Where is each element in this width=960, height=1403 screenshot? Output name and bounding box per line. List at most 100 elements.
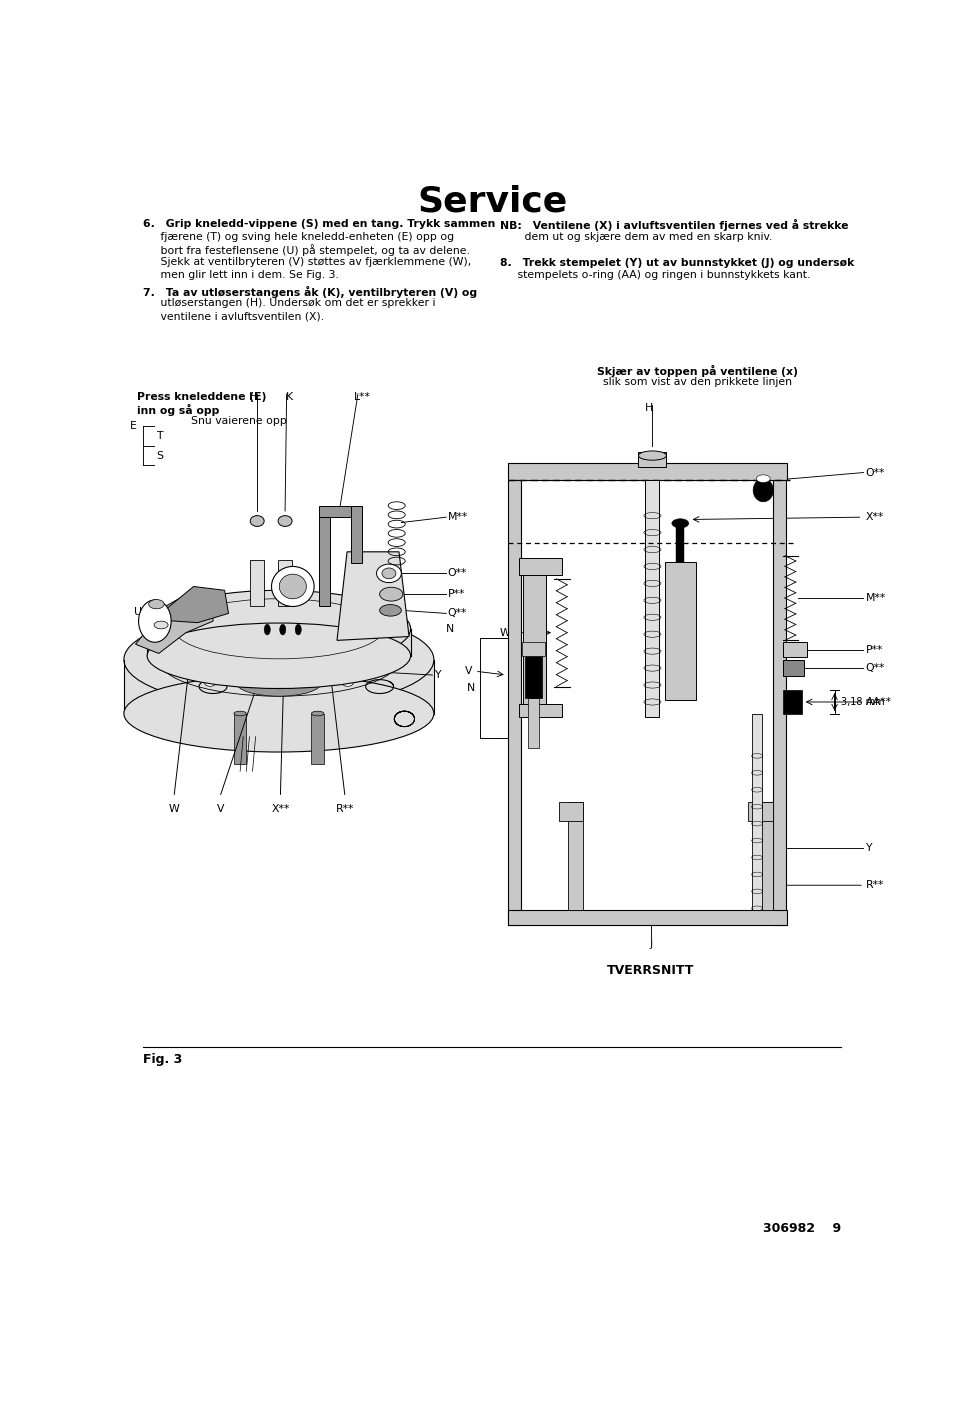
Ellipse shape <box>379 588 403 600</box>
Ellipse shape <box>236 616 322 643</box>
Text: W: W <box>169 804 180 814</box>
Text: Skjær av toppen på ventilene (x): Skjær av toppen på ventilene (x) <box>597 365 798 377</box>
Ellipse shape <box>166 657 178 662</box>
Text: Q**: Q** <box>866 664 885 673</box>
Bar <box>528 699 540 748</box>
Text: Service: Service <box>417 185 567 219</box>
Text: inn og så opp: inn og så opp <box>137 404 220 417</box>
Bar <box>521 480 773 911</box>
Text: stempelets o-ring (AA) og ringen i bunnstykkets kant.: stempelets o-ring (AA) og ringen i bunns… <box>500 271 810 281</box>
Text: NB: Ventilene (X) i avluftsventilen fjernes ved å strekke: NB: Ventilene (X) i avluftsventilen fjer… <box>500 219 849 231</box>
Polygon shape <box>154 586 228 623</box>
Ellipse shape <box>279 624 286 636</box>
Text: X**: X** <box>272 804 290 814</box>
Text: 3,18 mm: 3,18 mm <box>841 697 884 707</box>
Bar <box>508 463 786 480</box>
Text: AA**: AA** <box>866 697 892 707</box>
Ellipse shape <box>278 516 292 526</box>
Bar <box>757 803 773 911</box>
Ellipse shape <box>147 623 411 689</box>
Text: 8. Trekk stempelet (Y) ut av bunnstykket (J) og undersøk: 8. Trekk stempelet (Y) ut av bunnstykket… <box>500 258 854 268</box>
Text: V: V <box>465 666 472 676</box>
Text: U: U <box>134 607 142 617</box>
Bar <box>568 803 584 911</box>
Bar <box>753 714 761 911</box>
Text: J: J <box>649 939 653 950</box>
Bar <box>559 803 584 821</box>
Text: slik som vist av den prikkete linjen: slik som vist av den prikkete linjen <box>603 377 792 387</box>
Text: R**: R** <box>866 880 884 891</box>
Bar <box>234 714 247 763</box>
Ellipse shape <box>149 599 164 609</box>
Text: W: W <box>500 627 511 638</box>
Text: S: S <box>156 450 163 460</box>
Bar <box>782 690 802 714</box>
Text: utløserstangen (H). Undersøk om det er sprekker i: utløserstangen (H). Undersøk om det er s… <box>143 299 436 309</box>
Text: H: H <box>644 403 653 414</box>
Text: Y: Y <box>866 843 872 853</box>
Text: P**: P** <box>866 644 883 655</box>
Text: Snu vaierene opp: Snu vaierene opp <box>191 415 287 425</box>
Bar <box>525 655 542 699</box>
Bar <box>638 452 666 467</box>
Bar <box>665 561 696 700</box>
Ellipse shape <box>236 669 322 696</box>
Text: R**: R** <box>336 804 354 814</box>
Text: T: T <box>156 431 163 442</box>
Text: men glir lett inn i dem. Se Fig. 3.: men glir lett inn i dem. Se Fig. 3. <box>143 269 339 281</box>
Text: Y: Y <box>434 671 441 680</box>
Ellipse shape <box>234 711 247 716</box>
Bar <box>773 480 786 925</box>
Bar <box>311 714 324 763</box>
Bar <box>278 560 292 606</box>
Ellipse shape <box>672 519 689 528</box>
Ellipse shape <box>756 474 770 483</box>
Ellipse shape <box>279 574 306 599</box>
Text: Sjekk at ventilbryteren (V) støttes av fjærklemmene (W),: Sjekk at ventilbryteren (V) støttes av f… <box>143 257 471 268</box>
Bar <box>519 558 562 575</box>
Text: P**: P** <box>447 589 466 599</box>
Bar <box>782 643 807 658</box>
Ellipse shape <box>124 675 434 752</box>
Bar <box>645 480 660 717</box>
Ellipse shape <box>342 680 353 686</box>
Polygon shape <box>337 551 409 640</box>
Text: ventilene i avluftsventilen (X).: ventilene i avluftsventilen (X). <box>143 311 324 321</box>
Bar <box>522 643 545 655</box>
Ellipse shape <box>272 567 314 606</box>
Bar <box>319 506 362 518</box>
Bar <box>677 523 684 561</box>
Bar <box>319 518 330 606</box>
Text: V: V <box>217 804 225 814</box>
Ellipse shape <box>204 680 216 686</box>
Text: M**: M** <box>447 512 468 522</box>
Ellipse shape <box>295 624 301 636</box>
Ellipse shape <box>204 633 216 640</box>
Text: N: N <box>445 624 454 634</box>
Bar <box>508 480 521 925</box>
Bar <box>251 560 264 606</box>
Text: N: N <box>468 683 475 693</box>
Text: K: K <box>285 393 293 403</box>
Ellipse shape <box>382 568 396 579</box>
Bar <box>147 627 411 655</box>
Bar <box>519 703 562 717</box>
Ellipse shape <box>264 624 271 636</box>
Text: bort fra festeflensene (U) på stempelet, og ta av delene.: bort fra festeflensene (U) på stempelet,… <box>143 244 470 257</box>
Ellipse shape <box>251 516 264 526</box>
Text: Q**: Q** <box>447 609 468 619</box>
Bar <box>236 629 322 683</box>
Bar <box>748 803 773 821</box>
Ellipse shape <box>376 564 401 582</box>
Text: dem ut og skjære dem av med en skarp kniv.: dem ut og skjære dem av med en skarp kni… <box>500 231 772 241</box>
Text: 7. Ta av utløserstangens åk (K), ventilbryteren (V) og: 7. Ta av utløserstangens åk (K), ventilb… <box>143 286 477 297</box>
Ellipse shape <box>155 622 168 629</box>
Ellipse shape <box>638 450 666 460</box>
Ellipse shape <box>310 627 321 634</box>
Text: X**: X** <box>866 512 884 522</box>
Ellipse shape <box>379 605 401 616</box>
Bar <box>782 661 804 676</box>
Text: TVERRSNITT: TVERRSNITT <box>607 964 695 976</box>
Text: O**: O** <box>447 568 468 578</box>
Text: Press kneleddene (E): Press kneleddene (E) <box>137 393 267 403</box>
